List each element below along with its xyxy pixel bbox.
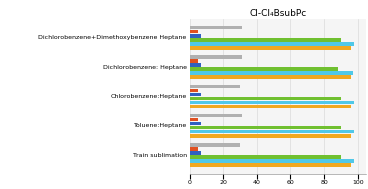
Bar	[190, 26, 242, 29]
Bar	[190, 114, 242, 117]
Bar	[190, 122, 201, 125]
Bar	[190, 46, 351, 50]
Bar	[190, 42, 354, 46]
Bar	[190, 151, 201, 155]
Bar	[190, 67, 337, 71]
Bar	[190, 163, 351, 167]
Bar	[190, 130, 354, 133]
Bar	[190, 89, 198, 92]
Bar	[190, 147, 198, 151]
Title: Cl-Cl₄BsubPc: Cl-Cl₄BsubPc	[249, 9, 307, 18]
Bar	[190, 134, 351, 138]
Bar	[190, 59, 198, 63]
Bar	[190, 105, 351, 108]
Bar	[190, 34, 201, 37]
Bar	[190, 93, 201, 96]
Bar	[190, 55, 242, 59]
Bar	[190, 101, 354, 104]
Bar	[190, 63, 201, 67]
Bar	[190, 38, 341, 42]
Bar	[190, 118, 198, 122]
Bar	[190, 97, 341, 100]
Bar	[190, 85, 240, 88]
Bar	[190, 159, 354, 163]
Bar	[190, 30, 198, 33]
Bar	[190, 126, 341, 129]
Bar	[190, 71, 353, 75]
Bar	[190, 155, 341, 159]
Bar	[190, 75, 351, 79]
Bar	[190, 143, 240, 147]
